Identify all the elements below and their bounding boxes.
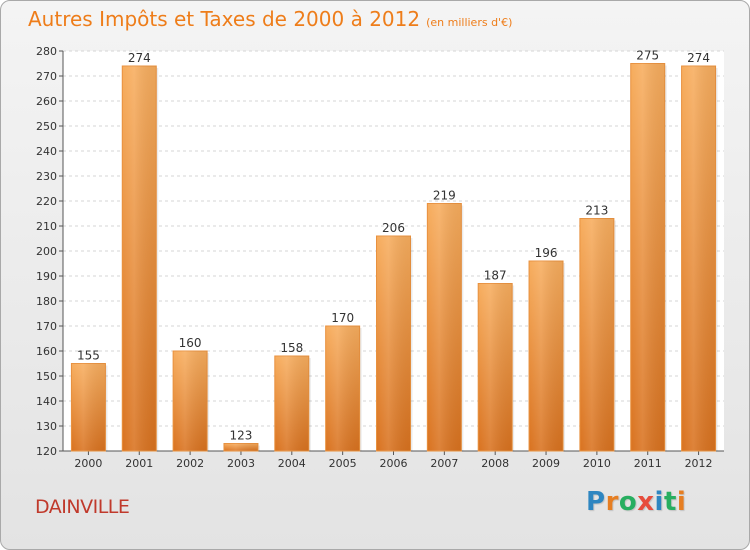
place-name: DAINVILLE (35, 496, 130, 518)
bar (426, 203, 464, 452)
data-label: 155 (77, 349, 100, 363)
x-tick-label: 2007 (430, 457, 458, 470)
x-tick-label: 2000 (74, 457, 102, 470)
logo-letter: t (663, 487, 677, 517)
logo-letter: i (676, 487, 687, 517)
bar-shine (223, 443, 258, 451)
data-label: 274 (687, 51, 710, 65)
y-tick-label: 170 (36, 320, 57, 333)
y-tick-label: 230 (36, 170, 57, 183)
data-label: 123 (230, 429, 253, 443)
x-tick-label: 2002 (176, 457, 204, 470)
bar-shine (427, 203, 462, 451)
data-label: 213 (585, 204, 608, 218)
x-tick-label: 2010 (583, 457, 611, 470)
data-label: 187 (484, 269, 507, 283)
y-tick-label: 120 (36, 445, 57, 458)
bar (274, 355, 311, 452)
x-tick-labels: 2000 2001 2002 2003 2004 2005 2006 2007 2008 2009… (74, 457, 712, 470)
bar-shine (71, 363, 106, 451)
proxiti-logo: Proxiti (586, 487, 686, 517)
logo-letter: P (586, 487, 606, 517)
bar-shine (529, 261, 564, 451)
logo-letter: i (654, 487, 664, 517)
y-tick-label: 140 (36, 395, 57, 408)
y-tick-label: 240 (36, 145, 57, 158)
data-labels: 155 274 160 123 158 170 206 219 187 196 213 275 274 (77, 49, 710, 443)
bar (172, 350, 210, 452)
chart-title: Autres Impôts et Taxes de 2000 à 2012 (en… (28, 7, 512, 31)
x-tick-label: 2005 (329, 457, 357, 470)
bar (70, 363, 108, 452)
bar (477, 283, 515, 452)
bar (121, 65, 159, 452)
y-tick-label: 280 (36, 45, 57, 58)
y-tick-label: 190 (36, 270, 57, 283)
y-tick-label: 200 (36, 245, 57, 258)
bar (681, 65, 718, 452)
x-tick-label: 2006 (380, 457, 408, 470)
chart-title-text: Autres Impôts et Taxes de 2000 à 2012 (28, 7, 421, 31)
x-tick-label: 2012 (685, 457, 713, 470)
data-label: 219 (433, 189, 456, 203)
logo-letter: o (618, 487, 638, 517)
y-tick-label: 260 (36, 95, 57, 108)
data-label: 206 (382, 221, 405, 235)
y-tick-label: 250 (36, 120, 57, 133)
x-tick-label: 2011 (634, 457, 662, 470)
bar (223, 443, 260, 452)
bar (528, 260, 566, 452)
y-tick-label: 210 (36, 220, 57, 233)
bar-shine (122, 66, 157, 451)
bar-shine (478, 283, 513, 451)
bar-shine (325, 326, 360, 451)
bar (325, 325, 362, 452)
bar (376, 235, 413, 452)
x-tick-label: 2009 (532, 457, 560, 470)
y-tick-labels: 120 130 140 150 160 170 180 190 200 210 220 230 240 2… (36, 45, 57, 458)
x-tick-label: 2003 (227, 457, 255, 470)
data-label: 158 (280, 341, 303, 355)
data-label: 274 (128, 51, 151, 65)
chart-unit-label: (en milliers d'€) (426, 16, 513, 29)
bar (630, 63, 667, 452)
bar (579, 218, 616, 452)
data-label: 275 (636, 49, 659, 63)
bar-shine (681, 66, 716, 451)
logo-letter: x (637, 487, 655, 517)
x-tick-label: 2001 (125, 457, 153, 470)
logo-letter: r (605, 487, 619, 517)
y-tick-label: 270 (36, 70, 57, 83)
y-tick-label: 180 (36, 295, 57, 308)
bar-shine (579, 218, 614, 451)
y-tick-label: 220 (36, 195, 57, 208)
bar-shine (274, 356, 309, 451)
bar-shine (630, 63, 665, 451)
y-tick-label: 160 (36, 345, 57, 358)
bar-shine (173, 351, 208, 451)
x-tick-label: 2004 (278, 457, 306, 470)
y-tick-label: 150 (36, 370, 57, 383)
data-label: 196 (535, 246, 558, 260)
data-label: 160 (179, 336, 202, 350)
y-tick-label: 130 (36, 420, 57, 433)
bars (70, 63, 718, 452)
data-label: 170 (331, 311, 354, 325)
bar-shine (376, 236, 411, 451)
x-tick-label: 2008 (481, 457, 509, 470)
